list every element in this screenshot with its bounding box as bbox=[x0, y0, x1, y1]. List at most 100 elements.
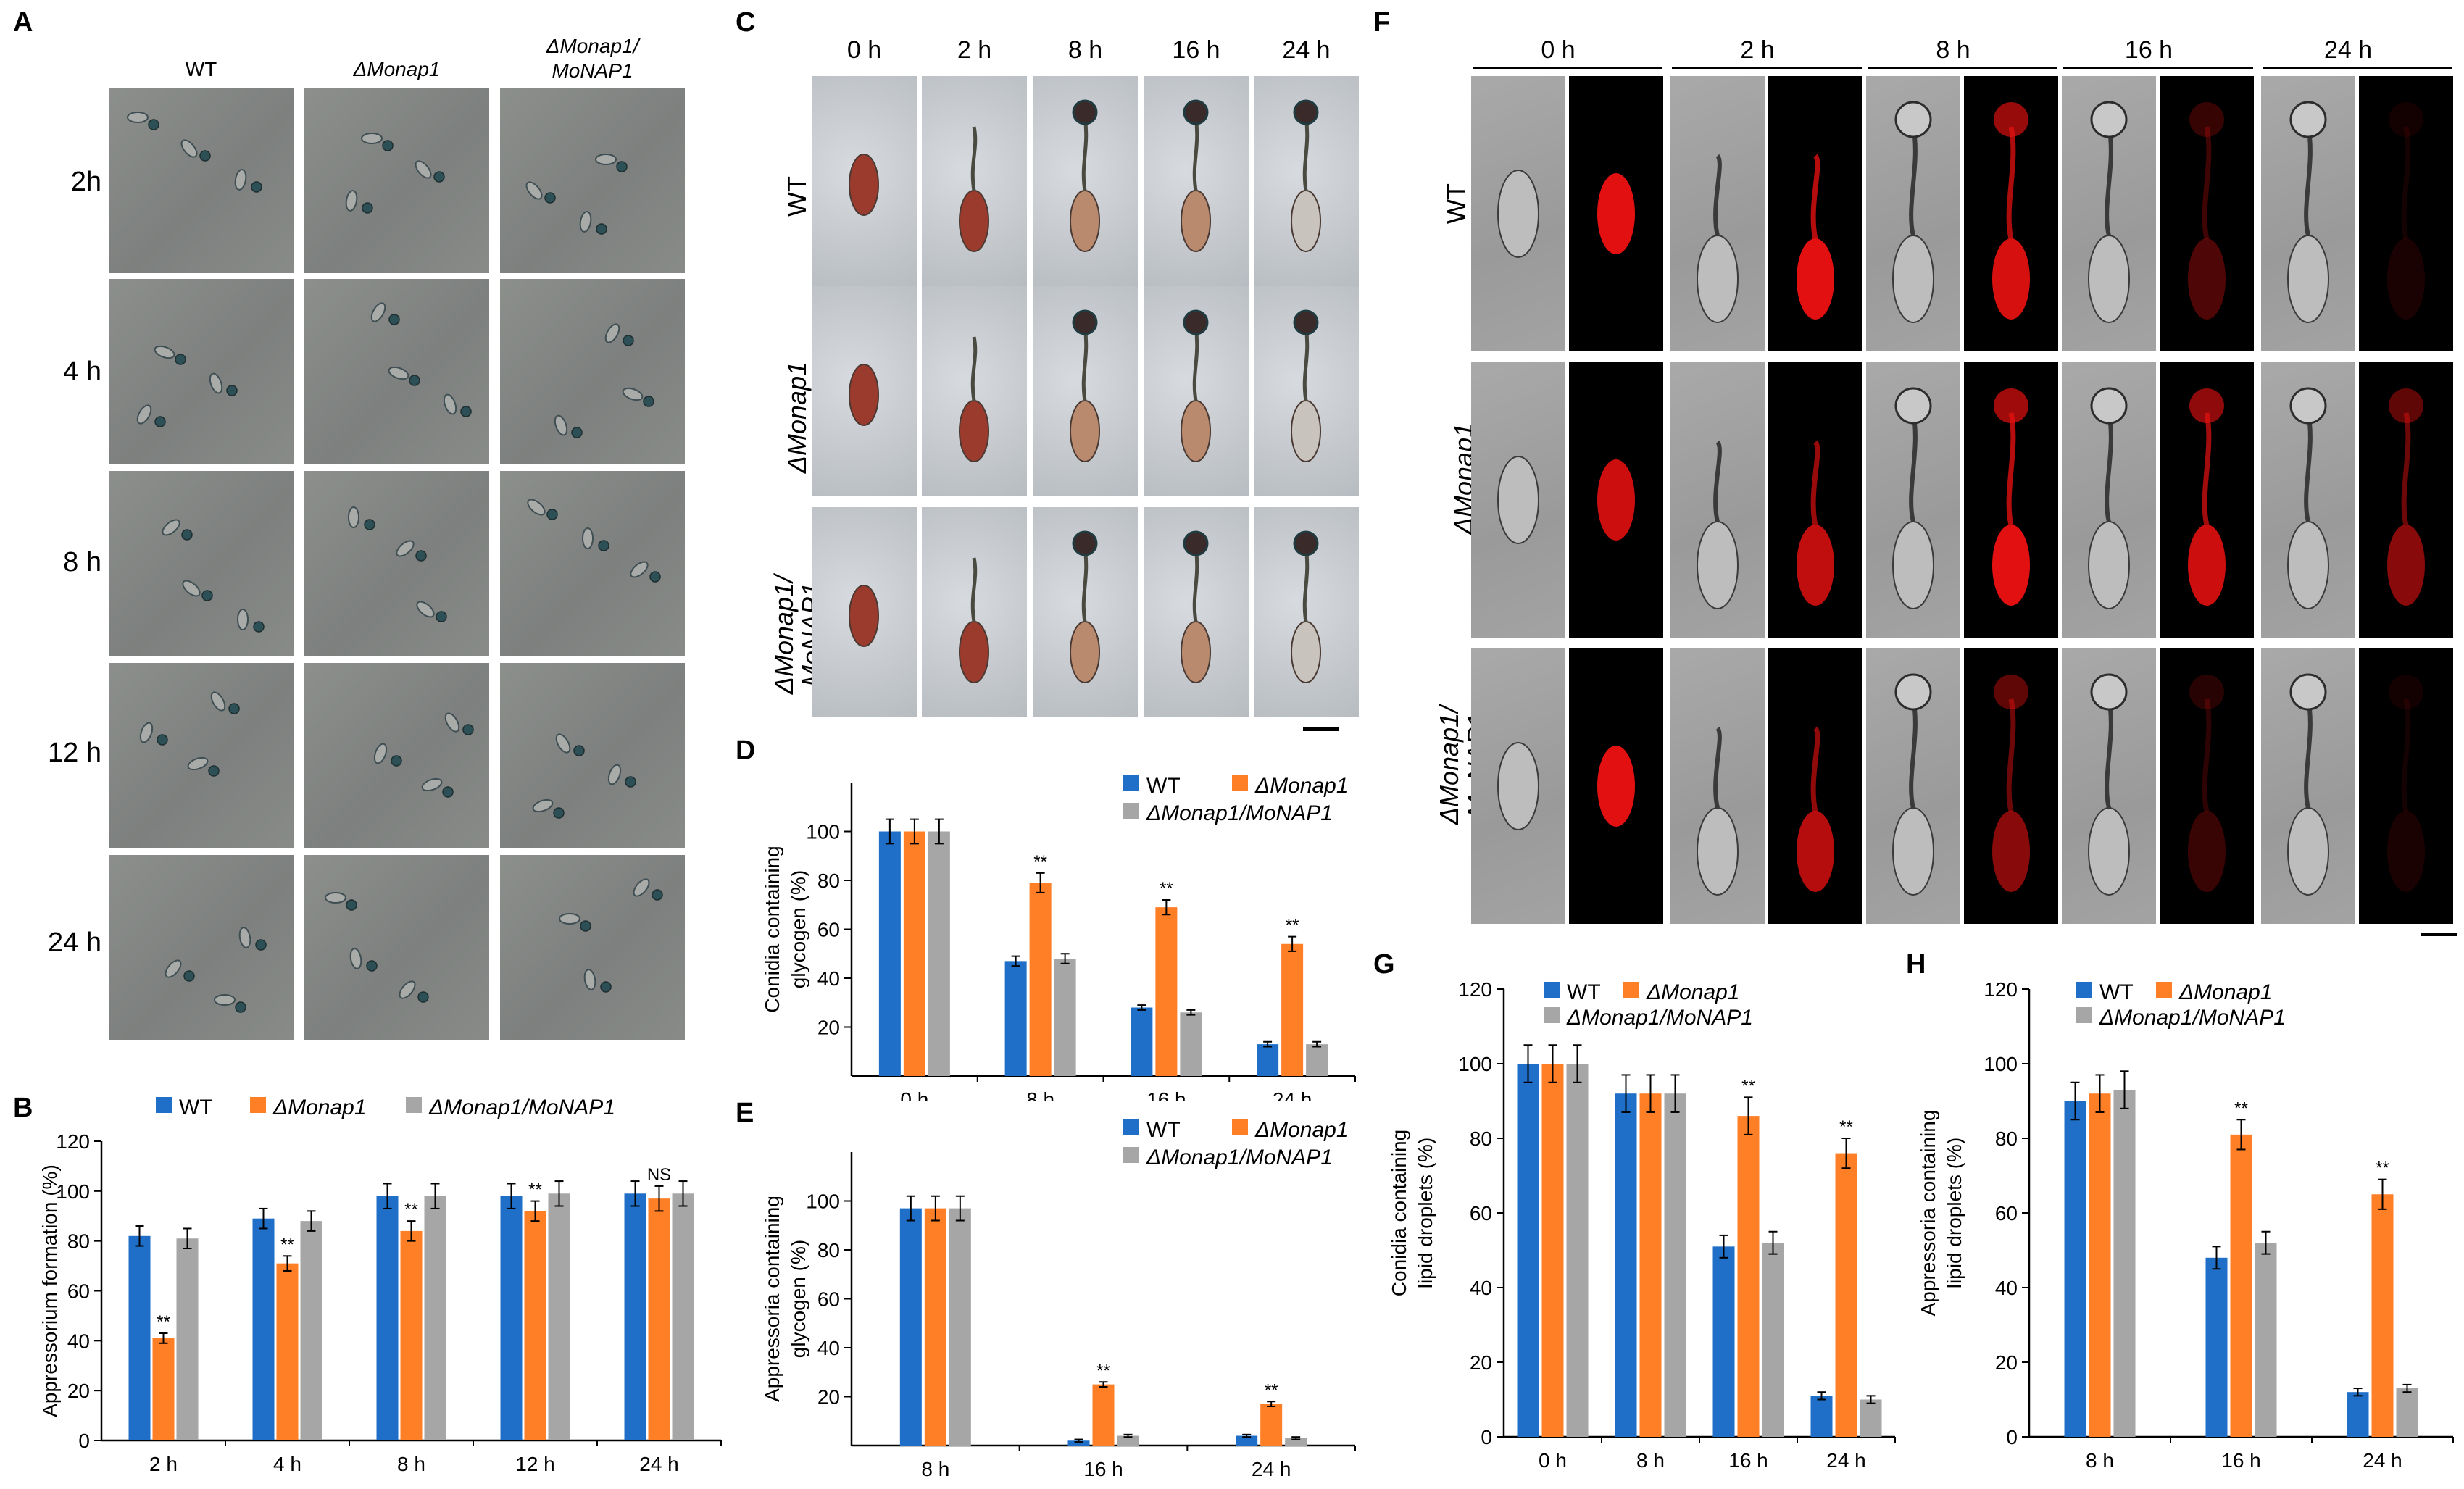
bar bbox=[1180, 1012, 1202, 1076]
panel-f-row-comp-line1: ΔMonap1/ bbox=[1434, 705, 1464, 825]
panel-f-dic-image bbox=[2261, 648, 2355, 924]
panel-label-h: H bbox=[1906, 949, 1926, 980]
y-tick-label: 100 bbox=[806, 821, 840, 843]
bar bbox=[1639, 1093, 1662, 1437]
x-tick-label: 24 h bbox=[639, 1453, 679, 1475]
legend-label: ΔMonap1 bbox=[272, 1096, 367, 1119]
legend-label: WT bbox=[1146, 1118, 1181, 1142]
significance-label: NS bbox=[647, 1165, 671, 1185]
significance-label: ** bbox=[157, 1312, 170, 1332]
x-tick-label: 8 h bbox=[921, 1458, 949, 1480]
panel-f-fluorescence-image bbox=[2359, 648, 2453, 924]
panel-c-col-2h: 2 h bbox=[957, 36, 992, 64]
y-tick-label: 100 bbox=[806, 1190, 840, 1213]
significance-label: ** bbox=[404, 1200, 418, 1219]
x-tick-label: 12 h bbox=[515, 1453, 555, 1475]
bar bbox=[1566, 1064, 1589, 1437]
y-tick-label: 120 bbox=[1984, 978, 2018, 1001]
y-tick-label: 100 bbox=[56, 1180, 90, 1203]
significance-label: ** bbox=[1741, 1076, 1755, 1096]
panel-f-column-underline bbox=[1672, 67, 1862, 69]
bar bbox=[2396, 1388, 2418, 1437]
bar bbox=[500, 1196, 523, 1440]
y-axis-title: Appressoria containing bbox=[761, 1196, 783, 1402]
bar bbox=[1029, 883, 1052, 1076]
panel-a-micrograph bbox=[500, 88, 685, 273]
legend-swatch bbox=[2076, 1007, 2092, 1023]
bar bbox=[376, 1196, 399, 1440]
y-tick-label: 80 bbox=[1995, 1127, 2018, 1150]
bar bbox=[176, 1238, 199, 1440]
y-tick-label: 120 bbox=[56, 1130, 90, 1153]
chart-h: 0 20 40 60 80 100 120 Appressoria containing lip… bbox=[1917, 978, 2454, 1472]
bar bbox=[1131, 1007, 1153, 1076]
panel-a-micrograph bbox=[109, 663, 294, 848]
panel-f-col-24h: 24 h bbox=[2323, 36, 2373, 64]
panel-c-col-16h: 16 h bbox=[1172, 36, 1220, 64]
bar bbox=[276, 1263, 299, 1440]
panel-c-col-24h: 24 h bbox=[1282, 36, 1331, 64]
legend-label: WT bbox=[2099, 980, 2134, 1004]
panel-a-row-8h: 8 h bbox=[63, 547, 101, 577]
panel-c-micrograph bbox=[812, 507, 917, 717]
panel-f-col-8h: 8 h bbox=[1936, 36, 1970, 64]
significance-label: ** bbox=[1839, 1117, 1853, 1137]
panel-c-micrograph bbox=[1254, 76, 1359, 286]
bar bbox=[2205, 1257, 2228, 1437]
panel-a-col-comp-line1: ΔMonap1/ bbox=[546, 35, 639, 57]
y-axis-title: lipid droplets (%) bbox=[1943, 1138, 1965, 1289]
x-tick-label: 8 h bbox=[1026, 1088, 1054, 1101]
panel-f-dic-image bbox=[1471, 76, 1565, 351]
bar bbox=[1236, 1435, 1258, 1446]
bar bbox=[1117, 1435, 1139, 1446]
x-tick-label: 0 h bbox=[1539, 1449, 1567, 1472]
y-tick-label: 20 bbox=[67, 1380, 90, 1402]
significance-label: ** bbox=[1265, 1380, 1278, 1400]
bar bbox=[1737, 1116, 1760, 1437]
y-tick-label: 80 bbox=[67, 1230, 90, 1253]
bar bbox=[1004, 961, 1027, 1076]
legend-label: WT bbox=[1146, 774, 1181, 798]
y-tick-label: 40 bbox=[817, 967, 840, 990]
bar bbox=[2347, 1392, 2369, 1437]
y-tick-label: 60 bbox=[1470, 1202, 1492, 1225]
legend-label: WT bbox=[1567, 980, 1601, 1004]
panel-f-fluorescence-image bbox=[1569, 362, 1663, 638]
bar bbox=[2064, 1101, 2086, 1437]
chart-d: 20 40 60 80 100 Conidia containing glycogen (%… bbox=[761, 774, 1356, 1101]
panel-a-micrograph bbox=[500, 471, 685, 656]
panel-f-dic-image bbox=[1471, 362, 1565, 638]
panel-f-fluorescence-image bbox=[1768, 362, 1862, 638]
panel-f-dic-image bbox=[1670, 648, 1765, 924]
legend-label: ΔMonap1/MoNAP1 bbox=[1566, 1006, 1753, 1030]
panel-a-micrograph bbox=[109, 855, 294, 1040]
significance-label: ** bbox=[1096, 1361, 1110, 1380]
panel-f-col-16h: 16 h bbox=[2124, 36, 2173, 64]
chart-e: 20 40 60 80 100 Appressoria containing glycoge… bbox=[761, 1118, 1356, 1480]
bar bbox=[400, 1230, 423, 1440]
panel-f-dic-image bbox=[2062, 648, 2156, 924]
y-tick-label: 40 bbox=[1995, 1277, 2018, 1299]
panel-a-micrograph bbox=[304, 855, 489, 1040]
panel-f-fluorescence-image bbox=[1569, 76, 1663, 351]
x-tick-label: 8 h bbox=[1636, 1449, 1665, 1472]
panel-c-col-0h: 0 h bbox=[846, 36, 882, 64]
legend-swatch bbox=[1232, 1119, 1248, 1135]
y-axis-title: glycogen (%) bbox=[787, 1240, 809, 1358]
bar bbox=[1155, 907, 1178, 1076]
y-tick-label: 20 bbox=[1995, 1351, 2018, 1374]
panel-f-col-2h: 2 h bbox=[1740, 36, 1775, 64]
panel-f-fluorescence-image bbox=[2160, 362, 2254, 638]
panel-f-column-underline bbox=[2063, 67, 2253, 69]
panel-a-micrograph bbox=[109, 88, 294, 273]
panel-a-scale-bar bbox=[639, 1041, 671, 1044]
legend-swatch bbox=[1123, 1119, 1139, 1135]
y-tick-label: 40 bbox=[817, 1337, 840, 1359]
x-tick-label: 16 h bbox=[1146, 1088, 1186, 1101]
y-tick-label: 20 bbox=[817, 1017, 840, 1039]
panel-label-a: A bbox=[13, 7, 33, 38]
y-tick-label: 40 bbox=[67, 1330, 90, 1352]
panel-label-e: E bbox=[736, 1098, 754, 1128]
panel-label-g: G bbox=[1373, 949, 1395, 980]
panel-f-fluorescence-image bbox=[1964, 362, 2058, 638]
